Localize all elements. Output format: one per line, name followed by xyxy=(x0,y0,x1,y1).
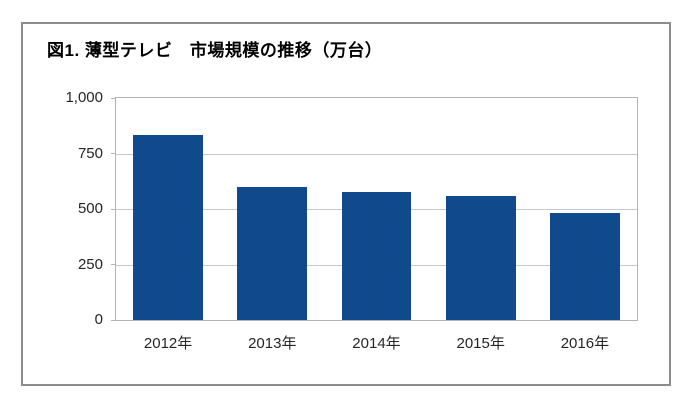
bar-2016年 xyxy=(549,213,620,320)
x-axis-label: 2014年 xyxy=(352,335,401,352)
gridline-750 xyxy=(116,153,637,155)
y-axis-tick xyxy=(111,153,116,154)
y-axis-tick-label: 500 xyxy=(77,200,103,217)
chart-card: 図1. 薄型テレビ 市場規模の推移（万台） 0 250 500 750 1,000 201… xyxy=(21,22,671,386)
x-axis-label: 2015年 xyxy=(456,335,505,352)
y-axis-tick-label: 1,000 xyxy=(65,89,103,106)
bar-2014年 xyxy=(341,192,412,320)
x-axis-label: 2016年 xyxy=(560,335,610,352)
plot-area: 0 250 500 750 1,000 2012年 2013年 2014年 2015年 2016年 xyxy=(65,89,638,352)
bar-2012年 xyxy=(133,134,203,320)
y-axis-tick xyxy=(111,97,116,99)
x-axis-label: 2012年 xyxy=(143,335,193,352)
y-axis-tick-label: 750 xyxy=(77,144,103,162)
bar-2013年 xyxy=(237,186,308,320)
y-axis-tick xyxy=(111,319,116,321)
chart-title: 図1. 薄型テレビ 市場規模の推移（万台） xyxy=(47,41,383,60)
y-axis-tick-label: 0 xyxy=(94,311,103,328)
bar-2015年 xyxy=(445,195,516,320)
y-axis-tick xyxy=(111,264,116,265)
y-axis-tick-label: 250 xyxy=(77,255,103,273)
y-axis-tick xyxy=(111,208,116,210)
x-axis-label: 2013年 xyxy=(248,335,297,352)
